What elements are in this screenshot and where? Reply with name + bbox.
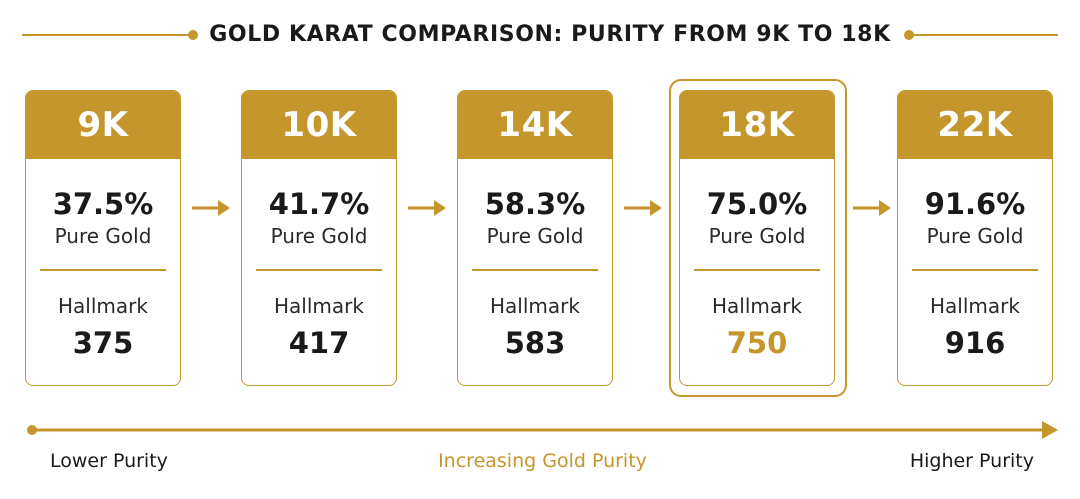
hallmark-number: 750 [726, 326, 788, 360]
karat-card-18k: 18K 75.0% Pure Gold Hallmark 750 [679, 90, 835, 386]
hallmark-label: Hallmark [930, 294, 1020, 318]
purity-label: Pure Gold [708, 224, 806, 248]
karat-label: 14K [458, 91, 612, 159]
title-dot-right [904, 30, 914, 40]
hallmark-number: 375 [72, 326, 134, 360]
card-divider [912, 269, 1038, 271]
increasing-purity-label: Increasing Gold Purity [438, 450, 647, 472]
card-divider [472, 269, 598, 271]
hallmark-number: 916 [944, 326, 1006, 360]
card-divider [256, 269, 382, 271]
highlight-frame-18k [669, 79, 847, 397]
higher-purity-label: Higher Purity [909, 450, 1034, 472]
hallmark-number: 417 [288, 326, 350, 360]
hallmark-label: Hallmark [712, 294, 802, 318]
karat-card-14k: 14K 58.3% Pure Gold Hallmark 583 [457, 90, 613, 386]
lower-purity-label: Lower Purity [50, 450, 168, 472]
karat-card-22k: 22K 91.6% Pure Gold Hallmark 916 [897, 90, 1053, 386]
karat-label: 9K [26, 91, 180, 159]
karat-card-9k: 9K 37.5% Pure Gold Hallmark 375 [25, 90, 181, 386]
card-divider [694, 269, 820, 271]
hallmark-number: 583 [504, 326, 566, 360]
purity-label: Pure Gold [486, 224, 584, 248]
hallmark-label: Hallmark [274, 294, 364, 318]
hallmark-label: Hallmark [58, 294, 148, 318]
purity-label: Pure Gold [54, 224, 152, 248]
title-rule-right [912, 34, 1058, 36]
title-band: GOLD KARAT COMPARISON: PURITY FROM 9K TO… [0, 14, 1080, 56]
page-title: GOLD KARAT COMPARISON: PURITY FROM 9K TO… [209, 22, 891, 47]
purity-percent: 91.6% [924, 187, 1026, 221]
purity-label: Pure Gold [926, 224, 1024, 248]
purity-percent: 75.0% [706, 187, 808, 221]
hallmark-label: Hallmark [490, 294, 580, 318]
purity-scale-arrow [27, 421, 1058, 439]
purity-percent: 41.7% [268, 187, 370, 221]
arrow-right-icon [853, 200, 891, 216]
arrow-right-icon [624, 200, 662, 216]
karat-label: 18K [680, 91, 834, 159]
purity-percent: 58.3% [484, 187, 586, 221]
karat-label: 22K [898, 91, 1052, 159]
title-dot-left [188, 30, 198, 40]
arrow-right-icon [192, 200, 230, 216]
purity-percent: 37.5% [52, 187, 154, 221]
title-rule-left [22, 34, 192, 36]
karat-card-10k: 10K 41.7% Pure Gold Hallmark 417 [241, 90, 397, 386]
arrow-right-icon [408, 200, 446, 216]
karat-label: 10K [242, 91, 396, 159]
card-divider [40, 269, 166, 271]
purity-label: Pure Gold [270, 224, 368, 248]
